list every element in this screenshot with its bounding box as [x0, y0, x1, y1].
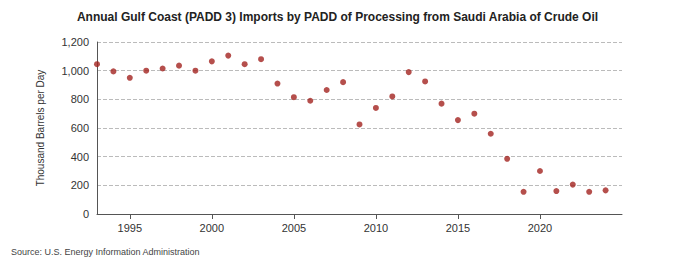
- svg-text:2010: 2010: [364, 222, 388, 234]
- svg-text:800: 800: [71, 93, 89, 105]
- svg-text:Source: U.S. Energy Informatio: Source: U.S. Energy Information Administ…: [11, 247, 200, 257]
- svg-text:400: 400: [71, 151, 89, 163]
- svg-text:2020: 2020: [528, 222, 552, 234]
- svg-text:Thousand Barrels per Day: Thousand Barrels per Day: [35, 70, 46, 187]
- svg-text:Annual Gulf Coast (PADD 3) Imp: Annual Gulf Coast (PADD 3) Imports by PA…: [77, 10, 598, 24]
- svg-text:200: 200: [71, 179, 89, 191]
- svg-text:2015: 2015: [446, 222, 470, 234]
- svg-text:600: 600: [71, 122, 89, 134]
- svg-text:1,000: 1,000: [61, 65, 89, 77]
- svg-text:2005: 2005: [282, 222, 306, 234]
- svg-text:2000: 2000: [200, 222, 224, 234]
- svg-text:1,200: 1,200: [61, 36, 89, 48]
- svg-text:0: 0: [83, 208, 89, 220]
- svg-text:1995: 1995: [118, 222, 142, 234]
